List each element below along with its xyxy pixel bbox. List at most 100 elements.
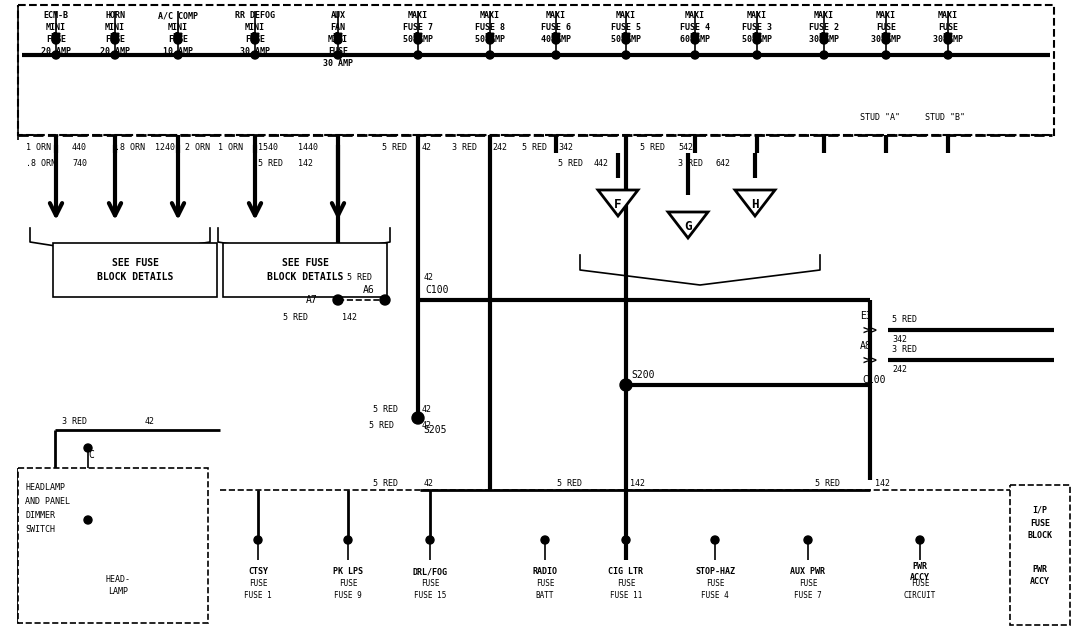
- Text: 30 AMP: 30 AMP: [323, 59, 353, 69]
- Text: 142: 142: [298, 159, 313, 168]
- Polygon shape: [598, 190, 638, 216]
- Text: SEE FUSE: SEE FUSE: [111, 258, 159, 268]
- FancyBboxPatch shape: [53, 243, 217, 297]
- Text: ECM-B: ECM-B: [44, 11, 69, 21]
- Text: C: C: [88, 450, 94, 460]
- Text: FUSE: FUSE: [420, 580, 440, 588]
- Text: A6: A6: [363, 285, 375, 295]
- Circle shape: [251, 51, 259, 59]
- Text: H: H: [751, 197, 759, 210]
- Text: 30 AMP: 30 AMP: [870, 35, 900, 45]
- Circle shape: [334, 51, 342, 59]
- Text: 5 RED: 5 RED: [557, 479, 582, 488]
- Circle shape: [882, 51, 890, 59]
- Text: FUSE 9: FUSE 9: [334, 592, 362, 600]
- Circle shape: [820, 51, 828, 59]
- Text: 5 RED: 5 RED: [892, 316, 917, 324]
- Text: FUSE: FUSE: [911, 580, 929, 588]
- Text: I/P: I/P: [1032, 505, 1047, 515]
- Circle shape: [334, 36, 342, 44]
- Text: 542: 542: [678, 144, 693, 152]
- Text: DIMMER: DIMMER: [25, 512, 55, 520]
- Text: 3 RED: 3 RED: [892, 345, 917, 355]
- Text: 242: 242: [892, 365, 907, 374]
- Text: HEADLAMP: HEADLAMP: [25, 483, 65, 493]
- FancyBboxPatch shape: [223, 243, 387, 297]
- Circle shape: [820, 36, 828, 44]
- Circle shape: [804, 536, 812, 544]
- Text: 740: 740: [72, 159, 87, 168]
- Text: FUSE 7: FUSE 7: [403, 23, 433, 33]
- Text: 42: 42: [425, 273, 434, 282]
- Text: .8 ORN: .8 ORN: [26, 159, 56, 168]
- Text: MAXI: MAXI: [938, 11, 958, 21]
- Text: 50 AMP: 50 AMP: [403, 35, 433, 45]
- Circle shape: [622, 36, 630, 44]
- Text: C100: C100: [862, 375, 885, 385]
- Text: 1440: 1440: [298, 144, 318, 152]
- Circle shape: [486, 51, 494, 59]
- Circle shape: [111, 51, 119, 59]
- Text: AUX: AUX: [330, 11, 345, 21]
- Text: BLOCK: BLOCK: [1027, 532, 1053, 541]
- Text: FUSE: FUSE: [339, 580, 357, 588]
- Text: 5 RED: 5 RED: [258, 159, 283, 168]
- Text: FUSE: FUSE: [876, 23, 896, 33]
- Text: 20 AMP: 20 AMP: [100, 47, 130, 57]
- Text: HORN: HORN: [105, 11, 125, 21]
- Text: MINI: MINI: [245, 23, 265, 33]
- Text: RADIO: RADIO: [533, 568, 557, 576]
- Text: 3 RED: 3 RED: [452, 144, 477, 152]
- Text: 1 ORN: 1 ORN: [26, 144, 51, 152]
- Text: MINI: MINI: [328, 35, 348, 45]
- Circle shape: [53, 36, 60, 44]
- Text: FUSE 5: FUSE 5: [611, 23, 641, 33]
- Text: 50 AMP: 50 AMP: [742, 35, 772, 45]
- Text: 1540: 1540: [258, 144, 278, 152]
- Text: 242: 242: [492, 144, 507, 152]
- Text: AND PANEL: AND PANEL: [25, 498, 70, 507]
- Polygon shape: [668, 212, 708, 238]
- Circle shape: [620, 379, 632, 391]
- Text: 642: 642: [715, 159, 730, 168]
- Text: FUSE: FUSE: [328, 47, 348, 57]
- Circle shape: [753, 51, 761, 59]
- Circle shape: [414, 36, 422, 44]
- Text: FUSE 1: FUSE 1: [244, 592, 272, 600]
- Text: >>: >>: [863, 323, 878, 336]
- Text: 20 AMP: 20 AMP: [41, 47, 71, 57]
- Circle shape: [486, 36, 494, 44]
- Text: FUSE: FUSE: [799, 580, 817, 588]
- Text: ACCY: ACCY: [1030, 578, 1049, 587]
- Circle shape: [944, 51, 952, 59]
- Text: AUX PWR: AUX PWR: [790, 568, 825, 576]
- Text: 342: 342: [559, 144, 574, 152]
- Circle shape: [414, 51, 422, 59]
- Text: 5 RED: 5 RED: [815, 479, 840, 488]
- Text: 30 AMP: 30 AMP: [933, 35, 963, 45]
- Circle shape: [84, 516, 92, 524]
- Circle shape: [174, 36, 182, 44]
- Text: 30 AMP: 30 AMP: [809, 35, 839, 45]
- Text: MAXI: MAXI: [876, 11, 896, 21]
- Text: 30 AMP: 30 AMP: [240, 47, 270, 57]
- Text: 1 ORN: 1 ORN: [218, 144, 243, 152]
- Text: MINI: MINI: [105, 23, 125, 33]
- Text: 42: 42: [145, 418, 155, 427]
- Text: BLOCK DETAILS: BLOCK DETAILS: [96, 272, 174, 282]
- Text: .8 ORN: .8 ORN: [115, 144, 145, 152]
- Circle shape: [944, 36, 952, 44]
- Circle shape: [412, 412, 425, 424]
- Text: 3 RED: 3 RED: [62, 418, 87, 427]
- Circle shape: [53, 51, 60, 59]
- Text: MAXI: MAXI: [480, 11, 500, 21]
- Text: 40 AMP: 40 AMP: [541, 35, 571, 45]
- Text: 60 AMP: 60 AMP: [680, 35, 710, 45]
- Text: CIRCUIT: CIRCUIT: [904, 592, 936, 600]
- Text: 42: 42: [425, 479, 434, 488]
- Text: FUSE 8: FUSE 8: [475, 23, 505, 33]
- Text: FUSE: FUSE: [245, 35, 265, 45]
- Text: 5 RED: 5 RED: [640, 144, 665, 152]
- Circle shape: [111, 36, 119, 44]
- Text: >>: >>: [863, 353, 878, 367]
